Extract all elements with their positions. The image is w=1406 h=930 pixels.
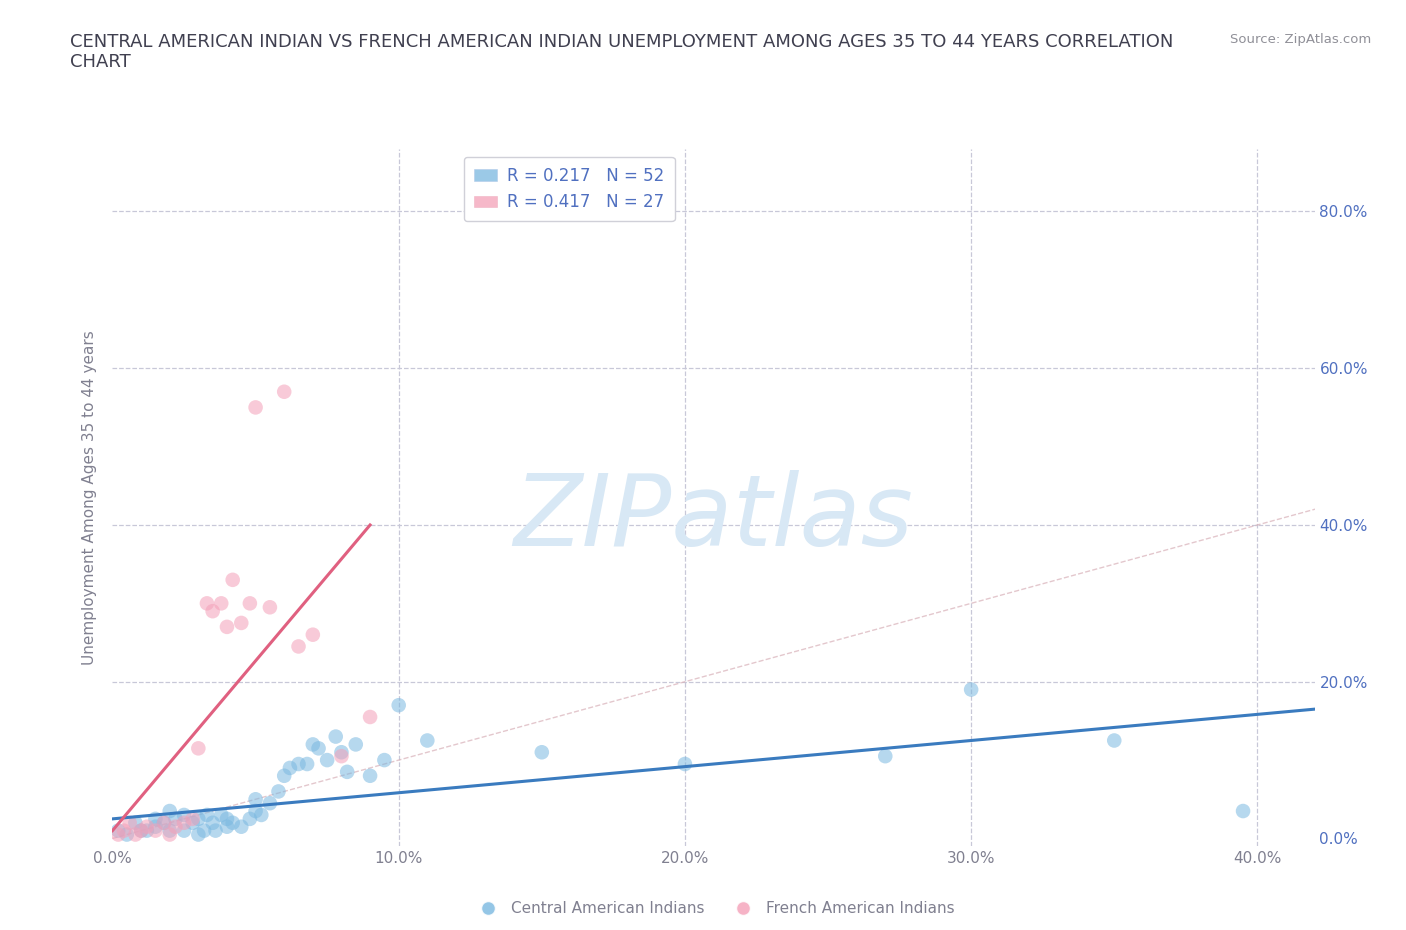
- Point: [187, 827, 209, 842]
- Point: [153, 816, 176, 830]
- Point: [115, 827, 138, 842]
- Point: [195, 596, 218, 611]
- Point: [145, 819, 167, 834]
- Point: [165, 812, 187, 827]
- Point: [209, 807, 232, 822]
- Point: [135, 819, 157, 834]
- Point: [250, 807, 273, 822]
- Point: [181, 812, 204, 827]
- Point: [960, 682, 983, 697]
- Point: [165, 819, 187, 834]
- Point: [159, 823, 181, 838]
- Point: [273, 768, 295, 783]
- Point: [416, 733, 439, 748]
- Point: [118, 816, 141, 830]
- Point: [222, 572, 245, 587]
- Point: [259, 796, 281, 811]
- Point: [201, 816, 224, 830]
- Point: [336, 764, 359, 779]
- Point: [124, 827, 146, 842]
- Point: [245, 400, 267, 415]
- Point: [215, 819, 238, 834]
- Point: [245, 791, 267, 806]
- Point: [231, 616, 253, 631]
- Point: [344, 737, 367, 751]
- Point: [204, 823, 226, 838]
- Point: [295, 757, 318, 772]
- Point: [193, 823, 215, 838]
- Point: [287, 639, 309, 654]
- Point: [129, 823, 152, 838]
- Point: [239, 812, 262, 827]
- Point: [359, 768, 381, 783]
- Point: [222, 816, 245, 830]
- Point: [273, 384, 295, 399]
- Point: [124, 816, 146, 830]
- Point: [209, 596, 232, 611]
- Point: [373, 752, 395, 767]
- Point: [173, 816, 195, 830]
- Point: [173, 823, 195, 838]
- Point: [359, 710, 381, 724]
- Point: [159, 804, 181, 818]
- Point: [215, 619, 238, 634]
- Point: [173, 807, 195, 822]
- Point: [308, 741, 330, 756]
- Point: [187, 741, 209, 756]
- Point: [201, 604, 224, 618]
- Point: [325, 729, 347, 744]
- Point: [107, 827, 129, 842]
- Point: [112, 823, 135, 838]
- Point: [159, 827, 181, 842]
- Point: [215, 812, 238, 827]
- Point: [875, 749, 897, 764]
- Point: [231, 819, 253, 834]
- Point: [107, 823, 129, 838]
- Point: [301, 627, 323, 642]
- Point: [673, 757, 696, 772]
- Point: [330, 745, 353, 760]
- Point: [287, 757, 309, 772]
- Point: [278, 761, 301, 776]
- Point: [330, 749, 353, 764]
- Point: [145, 812, 167, 827]
- Point: [187, 812, 209, 827]
- Point: [1232, 804, 1254, 818]
- Point: [195, 807, 218, 822]
- Point: [267, 784, 290, 799]
- Point: [135, 823, 157, 838]
- Point: [245, 804, 267, 818]
- Text: Source: ZipAtlas.com: Source: ZipAtlas.com: [1230, 33, 1371, 46]
- Point: [129, 823, 152, 838]
- Point: [153, 816, 176, 830]
- Point: [1102, 733, 1125, 748]
- Point: [181, 816, 204, 830]
- Legend: Central American Indians, French American Indians: Central American Indians, French America…: [467, 896, 960, 923]
- Point: [239, 596, 262, 611]
- Point: [301, 737, 323, 751]
- Point: [316, 752, 339, 767]
- Point: [388, 698, 411, 712]
- Text: ZIPatlas: ZIPatlas: [513, 470, 914, 567]
- Text: CENTRAL AMERICAN INDIAN VS FRENCH AMERICAN INDIAN UNEMPLOYMENT AMONG AGES 35 TO : CENTRAL AMERICAN INDIAN VS FRENCH AMERIC…: [70, 33, 1174, 72]
- Y-axis label: Unemployment Among Ages 35 to 44 years: Unemployment Among Ages 35 to 44 years: [82, 330, 97, 665]
- Point: [259, 600, 281, 615]
- Point: [145, 823, 167, 838]
- Point: [530, 745, 553, 760]
